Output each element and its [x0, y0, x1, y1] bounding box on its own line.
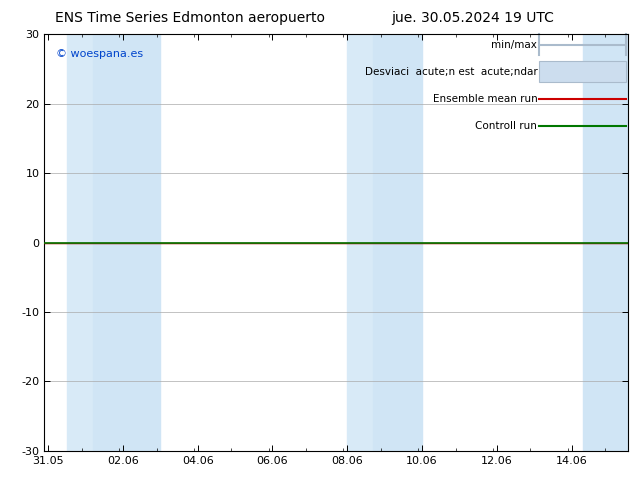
Bar [67, 34, 93, 451]
Bar [583, 34, 628, 451]
Bar [93, 34, 160, 451]
Text: Controll run: Controll run [476, 121, 537, 131]
Text: Desviaci  acute;n est  acute;ndar: Desviaci acute;n est acute;ndar [365, 67, 537, 77]
Text: © woespana.es: © woespana.es [56, 49, 143, 59]
Bar [373, 34, 422, 451]
Bar [539, 61, 626, 82]
Bar [347, 34, 373, 451]
Text: min/max: min/max [491, 40, 537, 49]
Text: ENS Time Series Edmonton aeropuerto: ENS Time Series Edmonton aeropuerto [55, 11, 325, 25]
Text: Ensemble mean run: Ensemble mean run [432, 94, 537, 104]
Text: jue. 30.05.2024 19 UTC: jue. 30.05.2024 19 UTC [391, 11, 553, 25]
